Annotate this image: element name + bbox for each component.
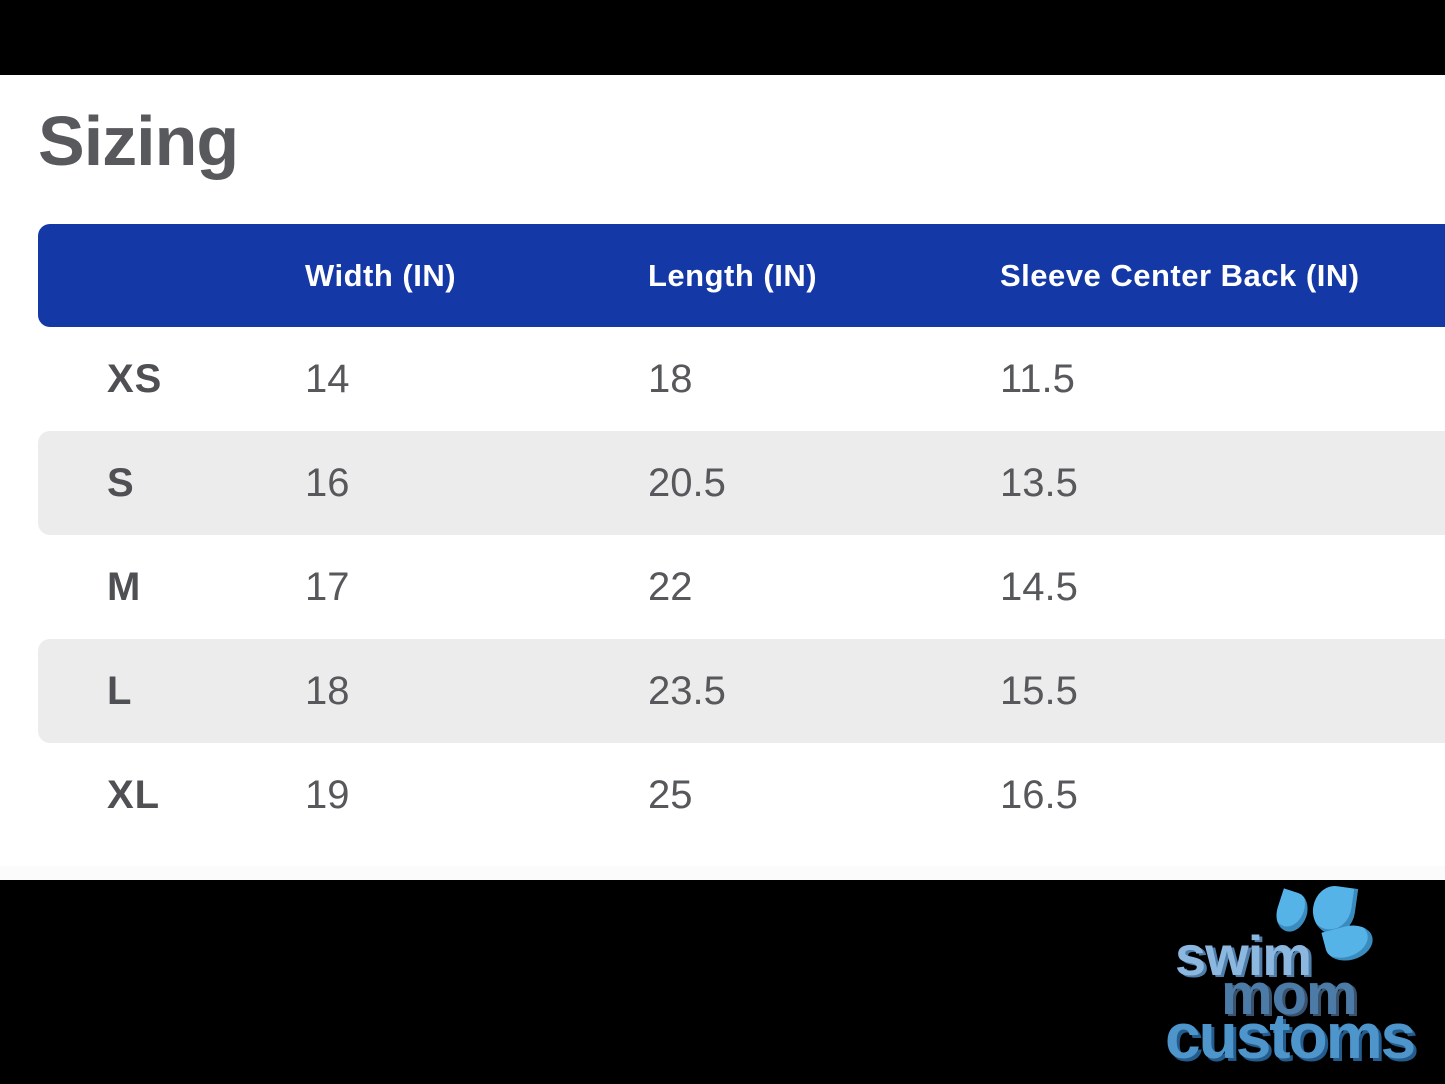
- length-value: 23.5: [648, 669, 726, 713]
- width-value: 16: [305, 461, 350, 505]
- size-label: XS: [107, 357, 163, 401]
- table-row-xl: XL 19 25 16.5: [38, 743, 1445, 847]
- sleeve-value: 13.5: [1000, 461, 1078, 505]
- bottom-letterbox-bar: swim mom customs: [0, 880, 1445, 1084]
- table-row-s: S 16 20.5 13.5: [38, 431, 1445, 535]
- size-label: S: [107, 461, 135, 505]
- table-header-row: Width (IN) Length (IN) Sleeve Center Bac…: [38, 224, 1445, 327]
- page-title: Sizing: [38, 102, 239, 180]
- sleeve-value: 15.5: [1000, 669, 1078, 713]
- table-row-l: L 18 23.5 15.5: [38, 639, 1445, 743]
- sleeve-value: 16.5: [1000, 773, 1078, 817]
- swim-mom-customs-logo: swim mom customs: [1125, 880, 1445, 1084]
- width-value: 19: [305, 773, 350, 817]
- footer-fade-strip: [0, 866, 1445, 880]
- top-letterbox-bar: [0, 0, 1445, 75]
- header-cell-length: Length (IN): [648, 258, 818, 293]
- width-value: 17: [305, 565, 350, 609]
- header-cell-sleeve: Sleeve Center Back (IN): [1000, 258, 1360, 293]
- width-value: 18: [305, 669, 350, 713]
- width-value: 14: [305, 357, 350, 401]
- length-value: 18: [648, 357, 693, 401]
- sizing-table: Width (IN) Length (IN) Sleeve Center Bac…: [38, 224, 1445, 847]
- logo-text-mom: mom: [1221, 962, 1358, 1027]
- length-value: 22: [648, 565, 693, 609]
- size-label: L: [107, 669, 133, 713]
- size-label: M: [107, 565, 142, 609]
- sleeve-value: 11.5: [1000, 357, 1075, 401]
- size-label: XL: [107, 773, 161, 817]
- logo-text-swim: swim: [1175, 924, 1312, 987]
- length-value: 25: [648, 773, 693, 817]
- header-cell-width: Width (IN): [305, 258, 457, 293]
- logo-text-customs: customs: [1165, 1000, 1416, 1072]
- sleeve-value: 14.5: [1000, 565, 1078, 609]
- table-row-xs: XS 14 18 11.5: [38, 327, 1445, 431]
- length-value: 20.5: [648, 461, 726, 505]
- table-row-m: M 17 22 14.5: [38, 535, 1445, 639]
